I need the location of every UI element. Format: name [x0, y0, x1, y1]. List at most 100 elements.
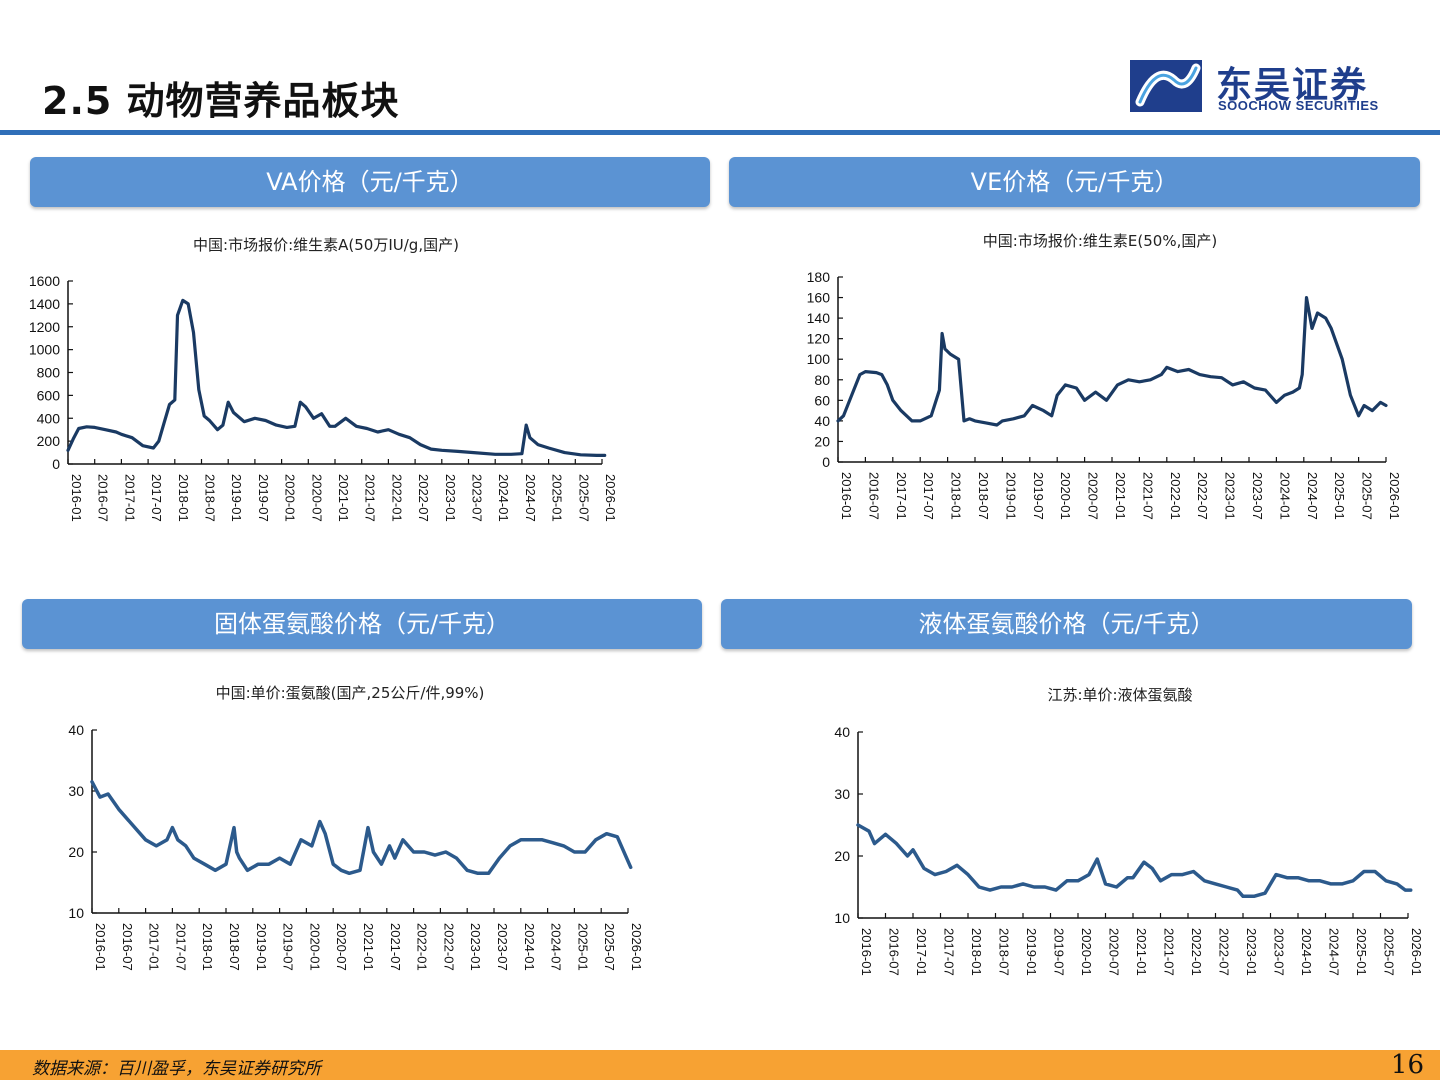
data-source-note: 数据来源：百川盈孚，东吴证券研究所	[32, 1059, 321, 1079]
x-tick-label: 2021-07	[1162, 928, 1177, 976]
x-tick-label: 2019-01	[229, 474, 244, 522]
x-tick-label: 2016-07	[866, 472, 881, 520]
logo-english-name: SOOCHOW SECURITIES	[1218, 98, 1379, 113]
x-tick-label: 2019-07	[281, 923, 296, 971]
x-tick-label: 2017-07	[942, 928, 957, 976]
x-tick-label: 2018-07	[976, 472, 991, 520]
x-tick-label: 2022-01	[1189, 928, 1204, 976]
y-tick-label: 1400	[29, 296, 60, 312]
x-tick-label: 2026-01	[1387, 472, 1402, 520]
x-tick-label: 2022-07	[1217, 928, 1232, 976]
x-tick-label: 2019-07	[1031, 472, 1046, 520]
company-logo: 东吴证券 SOOCHOW SECURITIES	[1130, 56, 1410, 116]
series-line	[836, 295, 1388, 427]
x-tick-label: 2017-07	[149, 474, 164, 522]
x-tick-label: 2026-01	[629, 923, 644, 971]
y-tick-label: 40	[834, 724, 850, 740]
x-tick-label: 2018-01	[949, 472, 964, 520]
chart-title: 江苏:单价:液体蛋氨酸	[1047, 686, 1192, 704]
x-tick-label: 2017-01	[914, 928, 929, 976]
y-tick-label: 400	[37, 410, 61, 426]
x-tick-label: 2024-01	[1299, 928, 1314, 976]
x-tick-label: 2021-01	[336, 474, 351, 522]
x-tick-label: 2025-01	[575, 923, 590, 971]
y-tick-label: 1200	[29, 319, 60, 335]
top-rule	[0, 130, 1440, 135]
x-tick-label: 2017-01	[122, 474, 137, 522]
x-tick-label: 2018-07	[203, 474, 218, 522]
x-tick-label: 2018-07	[227, 923, 242, 971]
series-line	[856, 823, 1413, 899]
x-tick-label: 2016-01	[93, 923, 108, 971]
x-tick-label: 2024-07	[1305, 472, 1320, 520]
y-tick-label: 200	[37, 433, 61, 449]
x-tick-label: 2019-01	[1024, 928, 1039, 976]
y-tick-label: 180	[807, 269, 831, 285]
x-tick-label: 2023-01	[1244, 928, 1259, 976]
chart-title: 中国:市场报价:维生素A(50万IU/g,国产)	[193, 236, 459, 254]
x-tick-label: 2024-01	[1277, 472, 1292, 520]
y-tick-label: 160	[807, 290, 831, 306]
x-tick-label: 2019-07	[1052, 928, 1067, 976]
x-tick-label: 2016-07	[96, 474, 111, 522]
x-tick-label: 2018-01	[200, 923, 215, 971]
x-tick-label: 2023-07	[495, 923, 510, 971]
x-tick-label: 2021-01	[1113, 472, 1128, 520]
x-tick-label: 2019-07	[256, 474, 271, 522]
x-tick-label: 2024-01	[496, 474, 511, 522]
chart-title: 中国:单价:蛋氨酸(国产,25公斤/件,99%)	[216, 684, 485, 702]
x-tick-label: 2020-01	[1079, 928, 1094, 976]
y-tick-label: 30	[834, 786, 850, 802]
x-tick-label: 2018-01	[969, 928, 984, 976]
x-tick-label: 2025-07	[1382, 928, 1397, 976]
liquid-methionine-header: 液体蛋氨酸价格（元/千克）	[721, 599, 1412, 649]
solid-methionine-chart: 中国:单价:蛋氨酸(国产,25公斤/件,99%) 10 20 30 40 2016-01 2…	[68, 684, 644, 971]
y-tick-label: 1600	[29, 273, 60, 289]
x-tick-label: 2021-07	[363, 474, 378, 522]
liquid-methionine-chart: 江苏:单价:液体蛋氨酸 10 20 30 40 2016-01 2016-07 2017-01…	[834, 686, 1424, 976]
y-tick-label: 120	[807, 331, 831, 347]
x-tick-label: 2017-07	[921, 472, 936, 520]
y-tick-label: 0	[822, 454, 830, 470]
logo-chinese-name: 东吴证券	[1216, 65, 1369, 106]
x-tick-label: 2016-01	[859, 928, 874, 976]
x-tick-label: 2016-01	[69, 474, 84, 522]
y-tick-label: 20	[68, 844, 84, 860]
x-tick-label: 2025-07	[576, 474, 591, 522]
x-tick-label: 2021-01	[361, 923, 376, 971]
x-tick-label: 2023-01	[468, 923, 483, 971]
x-tick-label: 2026-01	[603, 474, 618, 522]
x-tick-label: 2023-07	[470, 474, 485, 522]
x-tick-label: 2025-07	[1360, 472, 1375, 520]
x-tick-label: 2025-01	[550, 474, 565, 522]
x-tick-label: 2022-07	[441, 923, 456, 971]
x-tick-label: 2023-01	[443, 474, 458, 522]
x-tick-label: 2021-07	[1140, 472, 1155, 520]
y-tick-label: 20	[834, 848, 850, 864]
x-tick-label: 2022-01	[415, 923, 430, 971]
y-tick-label: 40	[814, 413, 830, 429]
series-line	[66, 298, 607, 457]
x-tick-label: 2022-07	[416, 474, 431, 522]
x-tick-label: 2023-07	[1250, 472, 1265, 520]
y-tick-label: 100	[807, 351, 831, 367]
x-tick-label: 2020-01	[307, 923, 322, 971]
solid-methionine-header: 固体蛋氨酸价格（元/千克）	[22, 599, 702, 649]
x-tick-label: 2017-01	[147, 923, 162, 971]
y-tick-label: 600	[37, 387, 61, 403]
x-tick-label: 2021-07	[388, 923, 403, 971]
x-tick-label: 2024-07	[549, 923, 564, 971]
x-tick-label: 2017-07	[173, 923, 188, 971]
x-tick-label: 2020-07	[1086, 472, 1101, 520]
x-tick-label: 2020-07	[1107, 928, 1122, 976]
x-tick-label: 2019-01	[254, 923, 269, 971]
x-tick-label: 2016-07	[120, 923, 135, 971]
chart-title: 中国:市场报价:维生素E(50%,国产)	[983, 232, 1217, 250]
x-tick-label: 2016-07	[887, 928, 902, 976]
x-tick-label: 2022-07	[1195, 472, 1210, 520]
x-tick-label: 2024-07	[1327, 928, 1342, 976]
x-tick-label: 2025-07	[602, 923, 617, 971]
x-tick-label: 2024-07	[523, 474, 538, 522]
x-tick-label: 2020-07	[309, 474, 324, 522]
va-price-chart: 中国:市场报价:维生素A(50万IU/g,国产) 0 200 400 600 800 100…	[29, 236, 618, 522]
